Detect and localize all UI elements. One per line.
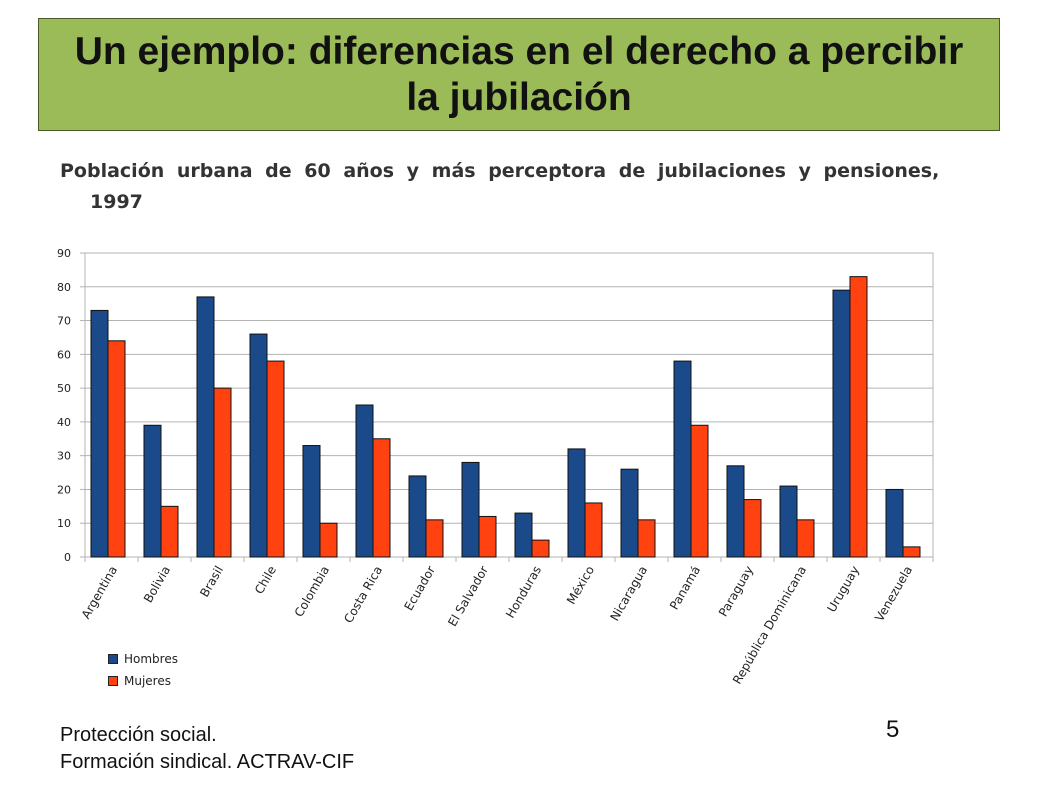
bar-mujeres-2 [213,387,232,558]
y-tick-label-20: 20 [57,483,71,496]
x-tick-label-12: Paraguay [716,564,756,620]
bar-hombres-8 [514,512,533,558]
bar-hombres-12 [726,465,745,558]
x-tick-label-14: Uruguay [824,564,862,615]
legend-swatch-mujeres [108,676,118,686]
bar-mujeres-1 [160,505,179,558]
x-tick-label-3: Chile [252,564,279,597]
bar-hombres-7 [461,461,480,558]
bar-hombres-0 [90,309,109,558]
legend-label-hombres: Hombres [124,652,178,666]
bar-mujeres-14 [849,276,868,558]
chart-legend: Hombres Mujeres [108,648,178,692]
y-tick-label-70: 70 [57,315,71,328]
footer-line2: Formación sindical. ACTRAV-CIF [60,751,355,773]
bar-hombres-14 [832,289,851,558]
chart-title-line2: 1997 [90,191,143,213]
bar-mujeres-13 [796,519,815,558]
x-tick-label-6: Ecuador [401,563,438,613]
y-tick-label-50: 50 [57,382,71,395]
x-tick-label-15: Venezuela [872,564,915,624]
bar-hombres-13 [779,485,798,558]
y-tick-label-30: 30 [57,450,71,463]
x-tick-label-0: Argentina [79,564,120,622]
bar-hombres-6 [408,475,427,558]
bar-mujeres-8 [531,539,550,558]
slide-title-box: Un ejemplo: diferencias en el derecho a … [38,18,1000,131]
bar-hombres-3 [249,333,268,558]
bar-mujeres-10 [637,519,656,558]
chart-title: Población urbana de 60 años y más percep… [60,156,950,218]
legend-swatch-hombres [108,654,118,664]
legend-item-hombres: Hombres [108,648,178,670]
x-tick-label-4: Colombia [292,564,332,620]
chart-title-line1: Población urbana de 60 años y más percep… [60,160,940,182]
y-tick-label-90: 90 [57,247,71,260]
footer-line1: Protección social. [60,724,217,746]
bar-hombres-4 [302,445,321,558]
bar-mujeres-0 [107,340,126,558]
slide-title: Un ejemplo: diferencias en el derecho a … [74,29,964,119]
bar-mujeres-11 [690,424,709,558]
x-tick-label-9: México [564,564,597,607]
bar-hombres-15 [885,488,904,558]
bar-hombres-5 [355,404,374,558]
bar-mujeres-6 [425,519,444,558]
bar-hombres-2 [196,296,215,558]
x-tick-label-8: Honduras [503,564,544,621]
x-tick-label-7: El Salvador [445,563,491,628]
bar-hombres-10 [620,468,639,558]
x-tick-label-11: Panamá [667,564,703,613]
x-tick-label-1: Bolivia [141,564,173,606]
bar-hombres-1 [143,424,162,558]
x-tick-label-5: Costa Rica [341,564,385,626]
bar-mujeres-4 [319,522,338,558]
y-tick-label-40: 40 [57,416,71,429]
bar-hombres-9 [567,448,586,558]
x-tick-label-10: Nicaragua [607,564,650,624]
bar-hombres-11 [673,360,692,558]
y-tick-label-0: 0 [64,551,71,564]
bar-mujeres-7 [478,515,497,558]
y-tick-label-80: 80 [57,281,71,294]
bar-mujeres-15 [902,546,921,558]
bar-mujeres-12 [743,499,762,558]
legend-label-mujeres: Mujeres [124,674,171,688]
bar-mujeres-3 [266,360,285,558]
y-tick-label-10: 10 [57,517,71,530]
page-number: 5 [886,716,900,743]
y-tick-label-60: 60 [57,348,71,361]
footer: Protección social. Formación sindical. A… [60,722,354,776]
bar-mujeres-9 [584,502,603,558]
x-tick-label-2: Brasil [197,564,226,600]
bar-mujeres-5 [372,438,391,558]
legend-item-mujeres: Mujeres [108,670,178,692]
